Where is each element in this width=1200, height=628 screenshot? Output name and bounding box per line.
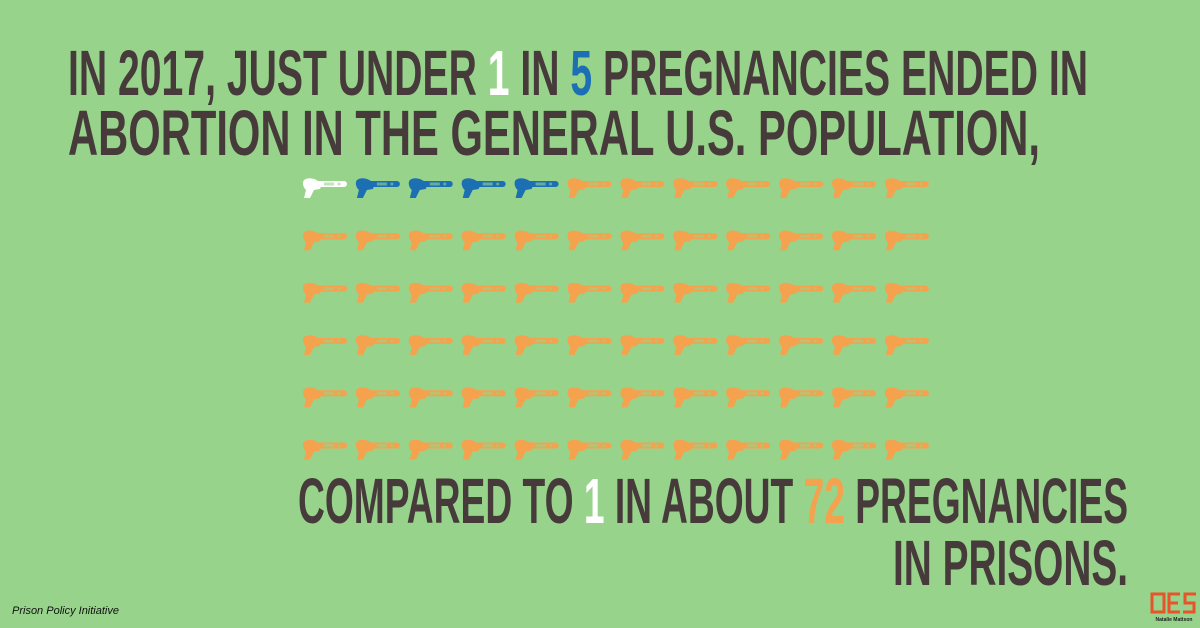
icon <box>779 282 824 303</box>
text: PREGNANCIES <box>845 465 1128 537</box>
text: COMPARED TO <box>298 465 584 537</box>
icon <box>884 335 929 355</box>
headline-line-2: ABORTION IN THE GENERAL U.S. POPULATION, <box>68 97 1040 169</box>
icon <box>884 439 929 460</box>
icon <box>726 230 771 251</box>
icon <box>567 387 612 408</box>
highlight-number: 1 <box>584 465 605 537</box>
icon <box>514 230 559 251</box>
icon <box>355 282 400 303</box>
comparison-line-1: COMPARED TO 1 IN ABOUT 72 PREGNANCIES <box>298 465 1128 537</box>
icon <box>673 178 718 198</box>
icon <box>620 335 665 355</box>
icon <box>726 439 771 460</box>
icon <box>355 335 400 355</box>
icon <box>884 387 929 408</box>
icon <box>831 387 876 408</box>
icon <box>673 439 718 460</box>
icon <box>567 439 612 460</box>
icon <box>620 178 665 198</box>
icon <box>355 387 400 408</box>
icon <box>567 335 612 355</box>
icon <box>779 387 824 408</box>
icon <box>673 282 718 303</box>
icon <box>620 230 665 251</box>
icon <box>302 439 347 460</box>
icon <box>884 178 929 198</box>
source: Prison Policy Initiative <box>12 605 119 617</box>
icon <box>831 439 876 460</box>
comparison-line-2: IN PRISONS. <box>893 527 1128 599</box>
icon <box>567 282 612 303</box>
highlight-number: 72 <box>804 465 845 537</box>
icon <box>673 230 718 251</box>
icon <box>355 230 400 251</box>
text: IN <box>510 37 571 109</box>
icon <box>620 282 665 303</box>
icon <box>779 335 824 355</box>
icon <box>408 335 453 355</box>
icon <box>726 178 771 198</box>
credit: Natalie Mattson <box>1156 617 1193 623</box>
icon <box>673 335 718 355</box>
icon <box>461 387 506 408</box>
icon <box>831 230 876 251</box>
icon <box>567 178 612 198</box>
icon <box>884 230 929 251</box>
icon <box>831 335 876 355</box>
icon <box>302 387 347 408</box>
icon <box>567 230 612 251</box>
icon <box>779 178 824 198</box>
icon <box>355 178 400 198</box>
logo <box>1150 592 1196 614</box>
icon <box>408 387 453 408</box>
icon <box>726 282 771 303</box>
icon <box>461 335 506 355</box>
icon <box>514 282 559 303</box>
icon <box>461 178 506 198</box>
icon <box>408 178 453 198</box>
icon <box>831 178 876 198</box>
icon <box>461 230 506 251</box>
icon <box>302 335 347 355</box>
text: IN ABOUT <box>605 465 804 537</box>
icon <box>408 282 453 303</box>
highlight-number: 1 <box>488 37 510 109</box>
text: PREGNANCIES ENDED IN <box>592 37 1088 109</box>
headline-line-1: IN 2017, JUST UNDER 1 IN 5 PREGNANCIES E… <box>68 37 1088 109</box>
icon <box>408 439 453 460</box>
icon <box>726 335 771 355</box>
icon-array <box>302 178 929 460</box>
icon <box>461 439 506 460</box>
icon <box>514 178 559 198</box>
icon <box>884 282 929 303</box>
icon <box>302 230 347 251</box>
icon <box>514 439 559 460</box>
icon <box>779 439 824 460</box>
icon <box>461 282 506 303</box>
icon <box>514 387 559 408</box>
icon <box>779 230 824 251</box>
icon <box>831 282 876 303</box>
icon <box>620 387 665 408</box>
text: IN 2017, JUST UNDER <box>68 37 488 109</box>
highlight-number: 5 <box>570 37 592 109</box>
icon <box>355 439 400 460</box>
icon <box>302 178 347 198</box>
icon <box>620 439 665 460</box>
icon <box>302 282 347 303</box>
icon <box>726 387 771 408</box>
icon <box>408 230 453 251</box>
icon <box>673 387 718 408</box>
icon <box>514 335 559 355</box>
